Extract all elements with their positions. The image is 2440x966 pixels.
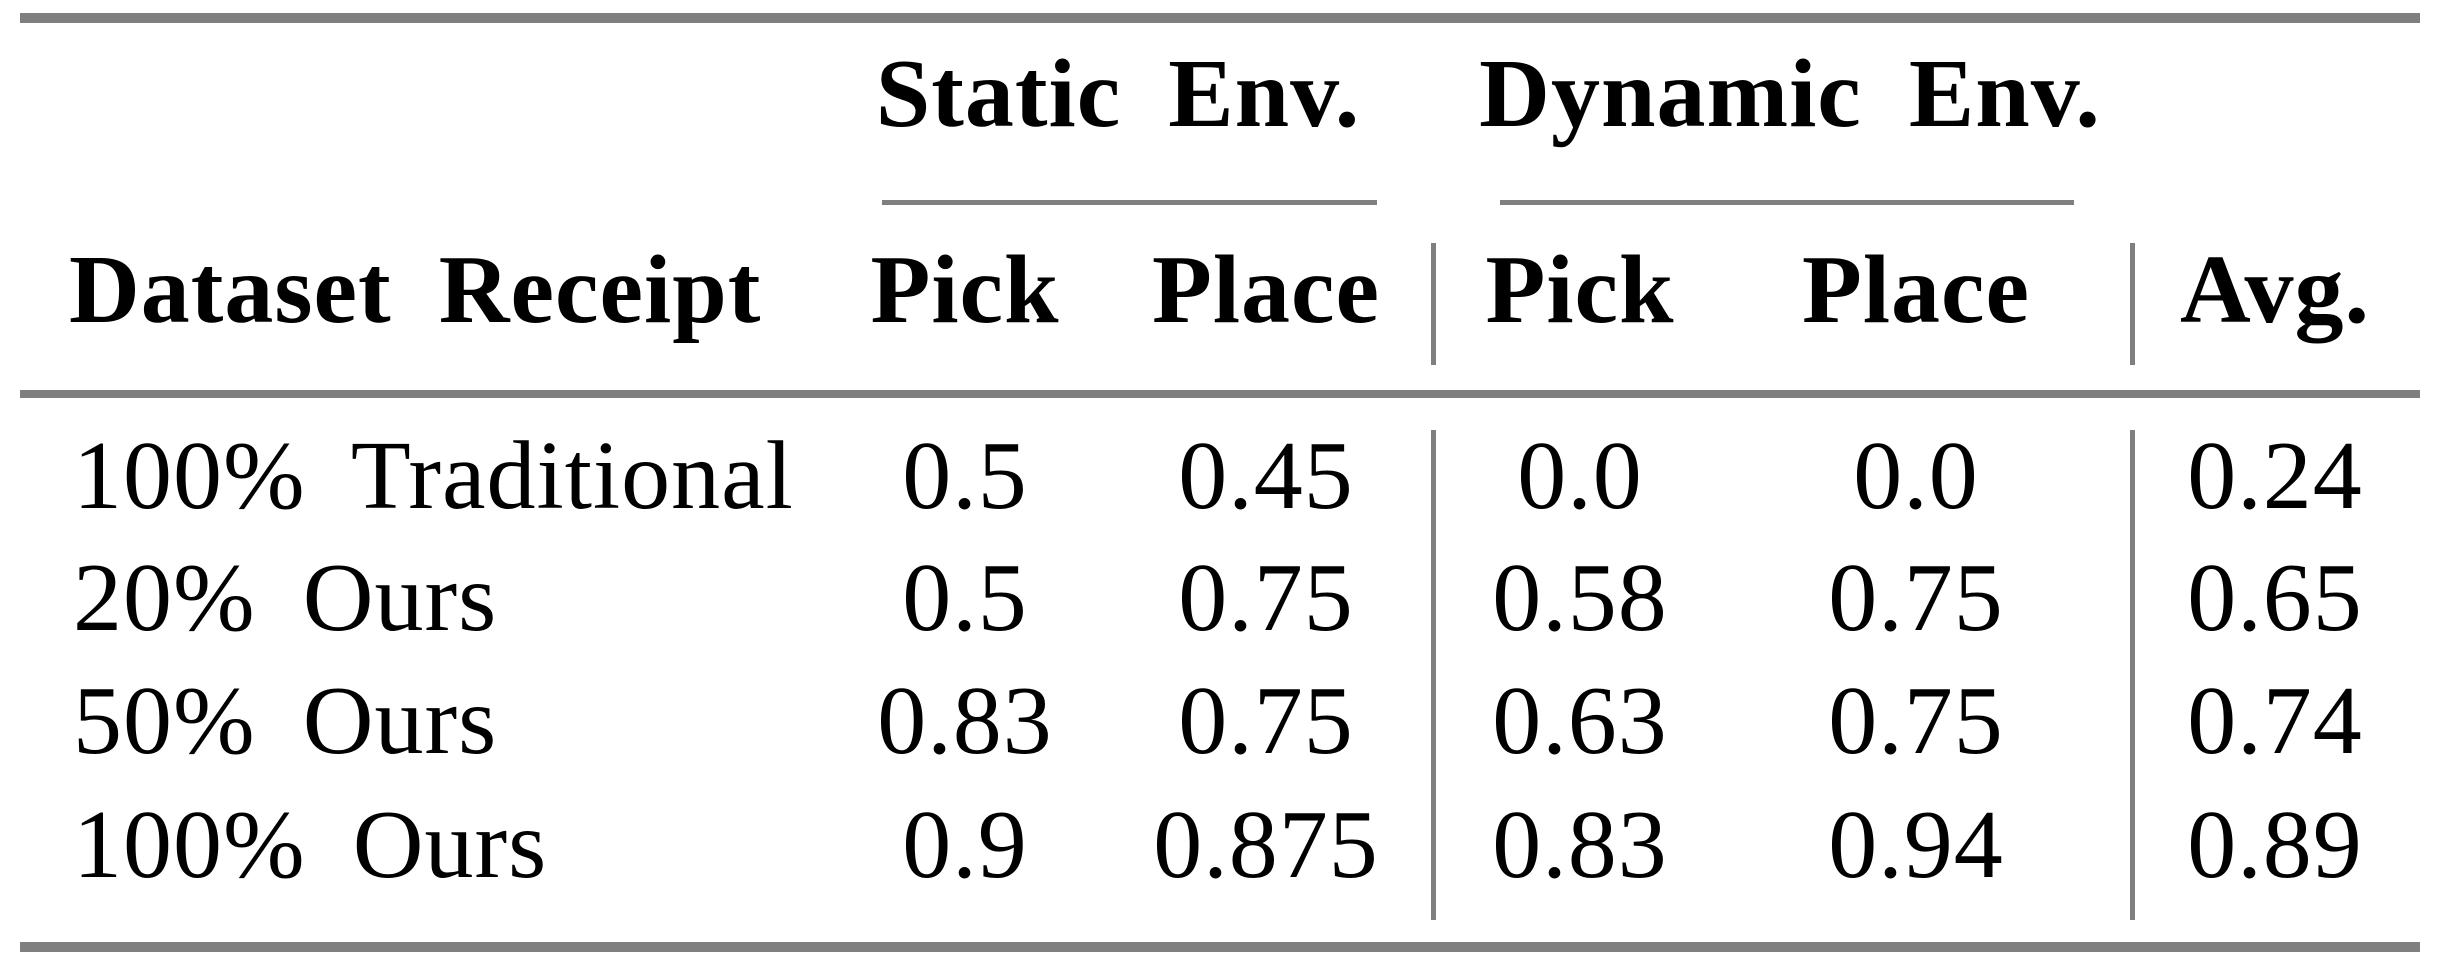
table-cell: 0.75 [1178,544,1354,652]
row-label: 50% Ours [73,667,498,775]
table-cell: 0.83 [877,667,1053,775]
row-label: 100% Traditional [73,422,794,530]
header-static-pick: Pick [870,236,1060,344]
table-cell: 0.74 [2187,667,2363,775]
table-cell: 0.83 [1492,791,1668,899]
table-cell: 0.875 [1153,791,1379,899]
table-cell: 0.63 [1492,667,1668,775]
table-cell: 0.75 [1178,667,1354,775]
table-cell: 0.24 [2187,422,2363,530]
header-avg: Avg. [2180,236,2370,344]
table-cell: 0.89 [2187,791,2363,899]
header-vertical-separator-2 [2130,243,2135,365]
row-label: 20% Ours [73,544,498,652]
row-label: 100% Ours [73,791,548,899]
table-cell: 0.75 [1828,544,2004,652]
body-vertical-separator-2 [2130,430,2135,920]
table-cell: 0.65 [2187,544,2363,652]
header-separator-rule [20,390,2420,398]
body-vertical-separator-1 [1431,430,1436,920]
column-group-static-env: Static Env. [875,40,1361,148]
bottom-rule [20,942,2420,952]
table-cell: 0.75 [1828,667,2004,775]
table-cell: 0.94 [1828,791,2004,899]
header-dynamic-pick: Pick [1485,236,1675,344]
table-cell: 0.5 [902,422,1028,530]
header-dataset-receipt: Dataset Receipt [69,236,762,344]
table-cell: 0.58 [1492,544,1668,652]
table-cell: 0.9 [902,791,1028,899]
header-vertical-separator-1 [1431,243,1436,365]
header-static-place: Place [1151,236,1381,344]
static-group-underline [882,200,1377,205]
table-cell: 0.45 [1178,422,1354,530]
header-dynamic-place: Place [1801,236,2031,344]
dynamic-group-underline [1500,200,2074,205]
top-rule [20,13,2420,23]
table-cell: 0.0 [1517,422,1643,530]
table-cell: 0.0 [1853,422,1979,530]
column-group-dynamic-env: Dynamic Env. [1479,40,2101,148]
table-cell: 0.5 [902,544,1028,652]
